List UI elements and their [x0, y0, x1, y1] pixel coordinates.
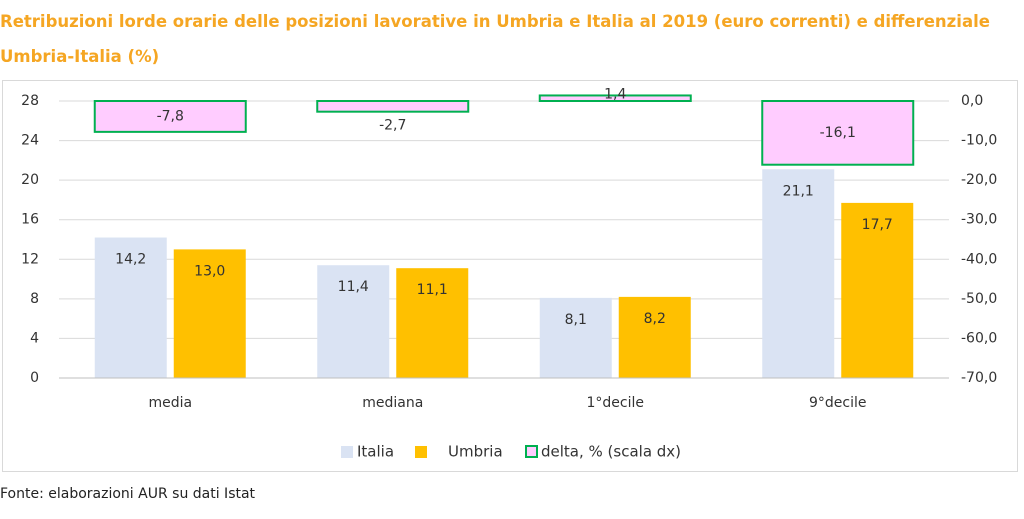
chart-title: Retribuzioni lorde orarie delle posizion…	[0, 12, 990, 66]
y-tick-right: 0,0	[961, 93, 983, 109]
y-tick-left: 4	[30, 330, 39, 346]
bar-umbria	[841, 202, 914, 378]
y-tick-left: 12	[21, 251, 39, 267]
y-tick-left: 0	[30, 370, 39, 386]
y-tick-right: -70,0	[961, 370, 997, 386]
bar-italia	[94, 237, 167, 378]
bar-italia	[317, 265, 390, 378]
legend-label-italia: Italia	[357, 443, 394, 461]
y-tick-right: -50,0	[961, 291, 997, 307]
bar-delta	[316, 100, 470, 113]
y-tick-left: 24	[21, 133, 39, 149]
data-label-umbria: 13,0	[194, 263, 225, 279]
x-tick-label: 1°decile	[587, 395, 645, 411]
bar-italia	[539, 297, 612, 378]
bar-chart: 0 4 8 12 16 20 24 28 0,0 -10,0 -20,0 -30,0 -40,0 -50,…	[21, 86, 997, 461]
y-tick-right: -20,0	[961, 172, 997, 188]
legend-swatch-delta	[525, 445, 538, 458]
data-label-delta: -7,8	[157, 108, 184, 124]
y-tick-right: -30,0	[961, 212, 997, 228]
legend-swatch-italia	[341, 446, 353, 458]
y-tick-left: 20	[21, 172, 39, 188]
bar-delta	[93, 100, 247, 133]
y-tick-right: -40,0	[961, 251, 997, 267]
bar-delta	[538, 94, 692, 102]
y-tick-left: 16	[21, 212, 39, 228]
data-label-umbria: 17,7	[862, 217, 893, 233]
data-label-italia: 14,2	[115, 252, 146, 268]
x-tick-label: 9°decile	[809, 395, 867, 411]
data-label-delta: -16,1	[820, 125, 856, 141]
source-note: Fonte: elaborazioni AUR su dati Istat	[0, 486, 256, 502]
data-label-umbria: 11,1	[417, 282, 448, 298]
bar-umbria	[396, 268, 469, 378]
data-label-delta: -2,7	[379, 118, 406, 134]
y-tick-right: -10,0	[961, 133, 997, 149]
data-label-italia: 11,4	[338, 279, 369, 295]
data-label-italia: 8,1	[565, 312, 587, 328]
x-tick-label: media	[148, 395, 192, 411]
y-tick-left: 8	[30, 291, 39, 307]
bar-italia	[762, 169, 835, 378]
chart-area: 0 4 8 12 16 20 24 28 0,0 -10,0 -20,0 -30,0 -40,0 -50,…	[2, 80, 1018, 472]
legend-swatch-umbria	[415, 446, 427, 458]
data-label-delta: 1,4	[604, 86, 626, 102]
data-label-italia: 21,1	[783, 183, 814, 199]
y-tick-left: 28	[21, 93, 39, 109]
y-tick-right: -60,0	[961, 330, 997, 346]
legend-label-delta: delta, % (scala dx)	[541, 443, 681, 461]
x-tick-label: mediana	[362, 395, 423, 411]
legend-label-umbria: Umbria	[448, 443, 503, 461]
bar-delta	[761, 100, 915, 166]
bar-umbria	[618, 296, 691, 378]
bar-umbria	[173, 249, 246, 378]
data-label-umbria: 8,2	[644, 311, 666, 327]
